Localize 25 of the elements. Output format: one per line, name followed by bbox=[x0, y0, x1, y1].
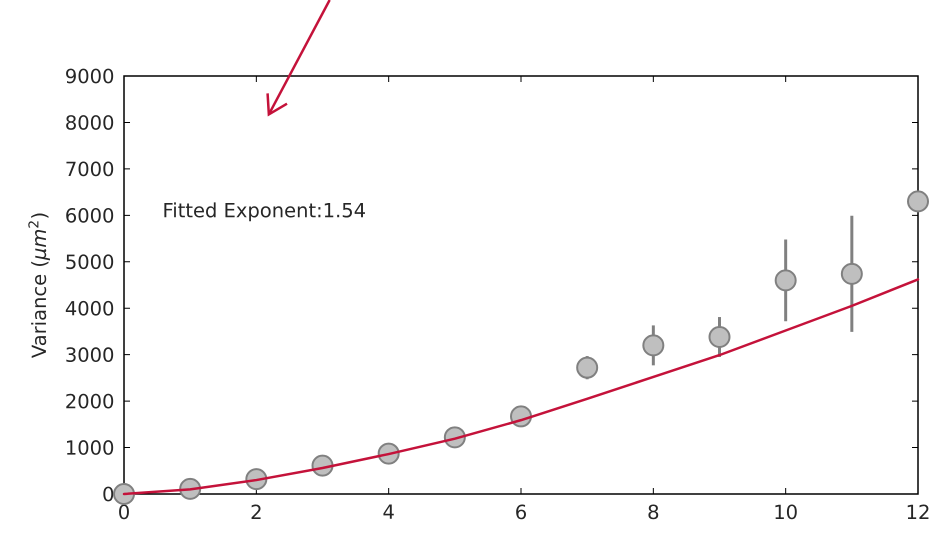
point bbox=[576, 356, 598, 379]
y-tick-label: 0 bbox=[103, 486, 114, 502]
x-tick-label: 4 bbox=[383, 504, 394, 519]
annotation: Fitted Exponent:1.54 bbox=[164, 202, 365, 222]
point bbox=[774, 269, 797, 292]
y-tick-label: 1000 bbox=[67, 440, 114, 455]
y-axis-title: Variance (μm$^{2}$) bbox=[28, 214, 50, 358]
x-tick-label: 12 bbox=[908, 504, 928, 519]
x-tick-label: 0 bbox=[119, 504, 129, 520]
y-tick-label: 8000 bbox=[66, 115, 114, 130]
x-tick-label: 10 bbox=[775, 504, 797, 520]
point bbox=[642, 334, 664, 356]
y-tick-label: 7000 bbox=[66, 162, 114, 176]
y-tick-label: 5000 bbox=[66, 254, 114, 270]
y-tick-label: 3000 bbox=[66, 347, 114, 362]
x-tick-label: 8 bbox=[648, 504, 658, 520]
point bbox=[708, 326, 731, 348]
y-tick-label: 4000 bbox=[66, 300, 114, 316]
point bbox=[840, 262, 863, 285]
x-tick-label: 6 bbox=[516, 504, 526, 520]
x-tick-label: 2 bbox=[252, 504, 261, 519]
y-tick-label: 6000 bbox=[66, 208, 114, 223]
y-tick-label: 9000 bbox=[66, 68, 114, 84]
point bbox=[113, 482, 136, 505]
y-tick-label: 2000 bbox=[66, 394, 114, 408]
